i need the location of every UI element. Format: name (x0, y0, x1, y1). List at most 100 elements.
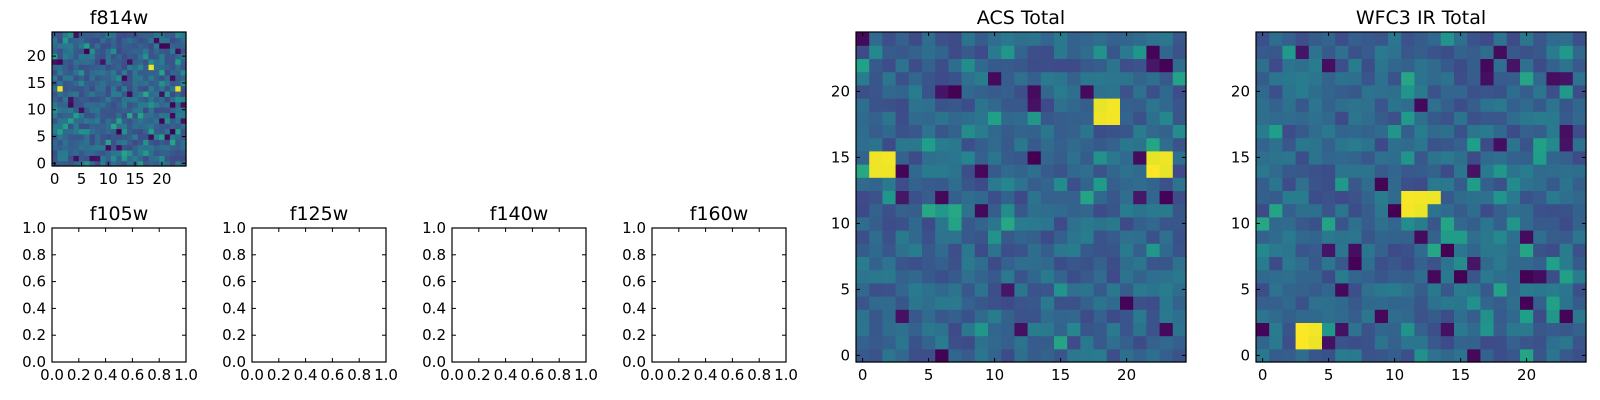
heatmap-cell (94, 53, 101, 60)
heatmap-cell (164, 155, 171, 162)
x-tick-label: 0.0 (640, 366, 664, 384)
heatmap-cell (143, 37, 150, 44)
heatmap-cell (52, 139, 58, 146)
heatmap-cell (1480, 282, 1495, 297)
heatmap-cell (57, 107, 64, 113)
heatmap-cell (1269, 111, 1283, 125)
heatmap-cell (1106, 177, 1121, 191)
heatmap-cell (1427, 269, 1442, 284)
heatmap-cell (1133, 58, 1147, 73)
heatmap-cell (1308, 190, 1323, 205)
heatmap-cell (132, 96, 139, 103)
heatmap-cell (1348, 282, 1363, 297)
heatmap-cell (1559, 84, 1574, 99)
heatmap-cell (1493, 348, 1508, 363)
heatmap-cell (68, 117, 75, 124)
heatmap-cell (908, 203, 923, 218)
heatmap-cell (922, 45, 936, 59)
heatmap-cell (175, 133, 182, 140)
heatmap-cell (882, 164, 897, 178)
heatmap-cell (882, 32, 897, 46)
heatmap-cell (137, 133, 144, 140)
heatmap-cell (1361, 164, 1376, 178)
heatmap-cell (1040, 137, 1055, 152)
heatmap-cell (127, 107, 133, 113)
heatmap-cell (922, 32, 936, 46)
heatmap-cell (895, 124, 910, 139)
heatmap-cell (1467, 282, 1481, 297)
heatmap-cell (988, 32, 1002, 46)
f814w-pixels (52, 32, 187, 167)
heatmap-cell (1159, 124, 1174, 139)
heatmap-cell (164, 42, 171, 49)
heatmap-cell (1001, 256, 1015, 271)
heatmap-cell (1159, 322, 1174, 337)
heatmap-cell (1308, 216, 1323, 231)
heatmap-cell (1054, 309, 1068, 323)
heatmap-cell (1093, 45, 1108, 59)
heatmap-cell (1506, 190, 1521, 205)
heatmap-cell (84, 48, 91, 55)
heatmap-cell (922, 124, 936, 139)
heatmap-cell (1401, 150, 1415, 165)
heatmap-cell (1361, 190, 1376, 205)
heatmap-cell (1269, 190, 1283, 205)
heatmap-cell (1256, 243, 1270, 257)
heatmap-cell (1106, 84, 1121, 99)
heatmap-cell (1440, 269, 1455, 284)
heatmap-cell (961, 243, 976, 257)
heatmap-cell (1027, 71, 1042, 86)
heatmap-cell (1348, 137, 1363, 152)
heatmap-cell (1001, 111, 1015, 125)
heatmap-cell (856, 309, 870, 323)
heatmap-cell (1414, 269, 1429, 284)
heatmap-cell (948, 335, 963, 350)
heatmap-cell (922, 216, 936, 231)
heatmap-cell (1361, 137, 1376, 152)
heatmap-cell (1493, 58, 1508, 73)
heatmap-cell (1401, 84, 1415, 99)
heatmap-cell (169, 37, 176, 44)
heatmap-cell (73, 58, 80, 65)
heatmap-cell (137, 96, 144, 103)
heatmap-cell (1388, 137, 1402, 152)
heatmap-cell (175, 96, 182, 103)
heatmap-cell (908, 216, 923, 231)
heatmap-cell (1493, 269, 1508, 284)
heatmap-cell (121, 48, 128, 55)
heatmap-cell (153, 32, 160, 38)
heatmap-cell (1269, 150, 1283, 165)
heatmap-cell (1027, 322, 1042, 337)
heatmap-cell (180, 149, 187, 156)
heatmap-cell (882, 98, 897, 112)
heatmap-cell (137, 37, 144, 44)
heatmap-cell (1295, 322, 1310, 337)
heatmap-cell (1361, 216, 1376, 231)
heatmap-cell (974, 45, 989, 59)
heatmap-cell (153, 101, 160, 108)
heatmap-cell (1388, 111, 1402, 125)
heatmap-cell (1374, 348, 1389, 363)
heatmap-cell (1572, 45, 1587, 59)
heatmap-cell (89, 53, 96, 60)
heatmap-cell (1454, 216, 1468, 231)
heatmap-cell (1001, 348, 1015, 363)
heatmap-cell (1014, 203, 1029, 218)
heatmap-cell (1040, 164, 1055, 178)
heatmap-cell (895, 58, 910, 73)
heatmap-cell (105, 117, 112, 124)
heatmap-cell (935, 164, 949, 178)
heatmap-cell (1295, 203, 1310, 218)
heatmap-cell (84, 80, 91, 87)
heatmap-cell (1172, 203, 1187, 218)
heatmap-cell (1067, 216, 1081, 231)
heatmap-cell (1440, 84, 1455, 99)
heatmap-cell (935, 124, 949, 139)
heatmap-cell (1001, 58, 1015, 73)
heatmap-cell (1269, 348, 1283, 363)
heatmap-cell (57, 117, 64, 124)
x-tick-label: 10 (985, 366, 1004, 384)
x-tick-label: 0 (50, 170, 60, 188)
heatmap-cell (1054, 190, 1068, 205)
heatmap-cell (73, 64, 80, 71)
